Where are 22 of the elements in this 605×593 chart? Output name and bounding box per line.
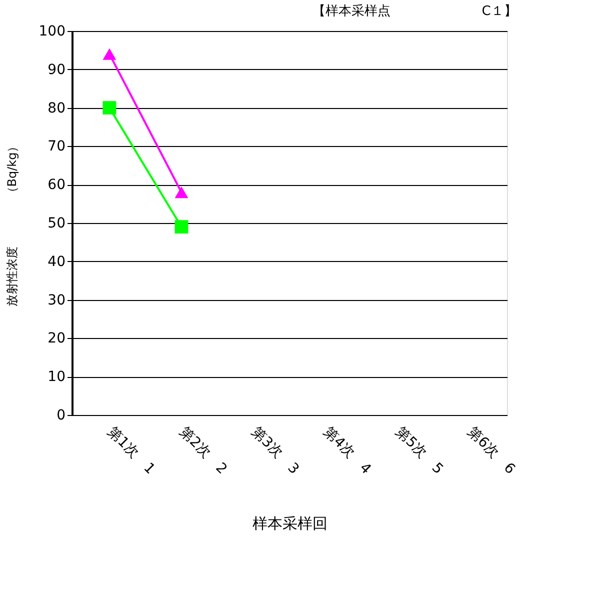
- y-axis-title: 放射性浓度 （Bq/kg）: [4, 140, 19, 307]
- chart-title: 【样本采样点 C１】: [312, 4, 517, 19]
- y-tick-label: 80: [48, 100, 66, 116]
- y-tick-label: 70: [48, 138, 66, 155]
- point: [102, 101, 116, 115]
- y-tick-label: 100: [38, 24, 66, 40]
- y-tick-label: 40: [48, 254, 66, 270]
- y-tick-label: 90: [48, 62, 66, 78]
- x-tick-label: 第6次 6: [464, 424, 518, 478]
- y-tick-label: 30: [48, 292, 66, 308]
- y-tick-label: 10: [48, 369, 66, 386]
- x-tick-label: 第3次 3: [248, 424, 302, 478]
- x-axis-title: 样本采样回: [252, 514, 328, 533]
- y-tick-label: 50: [48, 216, 66, 232]
- y-tick-label: 20: [48, 330, 66, 347]
- x-tick-label: 第1次 1: [104, 424, 158, 478]
- point: [174, 220, 188, 234]
- y-tick-label: 0: [56, 408, 66, 424]
- y-tick-label: 60: [48, 177, 66, 194]
- x-tick-label: 第4次 4: [320, 424, 374, 478]
- x-tick-label: 第5次 5: [392, 424, 446, 478]
- x-tick-label: 第2次 2: [176, 424, 230, 478]
